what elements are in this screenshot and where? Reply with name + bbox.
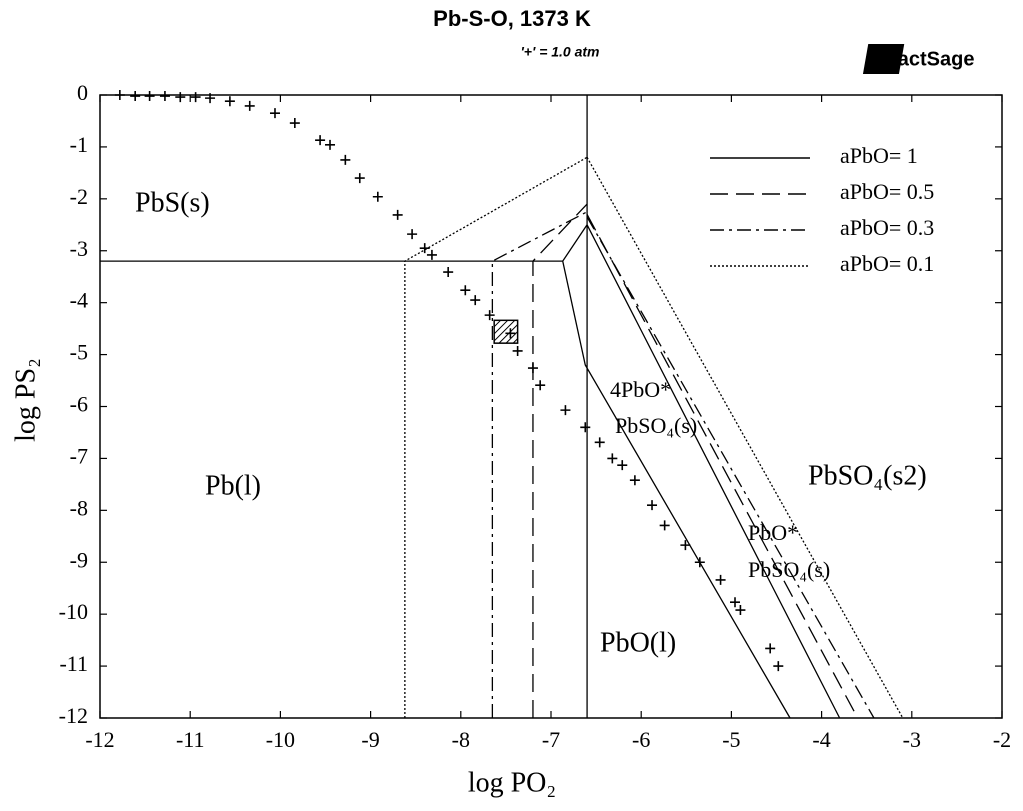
isobar-point — [144, 91, 155, 102]
isobar-point — [617, 460, 628, 471]
isobar-point — [315, 135, 326, 146]
y-tick-label: -7 — [70, 443, 88, 468]
region-label: Pb(l) — [205, 470, 261, 501]
y-tick-label: -4 — [70, 288, 88, 313]
x-tick-label: -8 — [452, 727, 470, 752]
x-axis-label: log PO₂ — [468, 767, 556, 798]
isobar-point — [647, 500, 658, 511]
isobar-point — [426, 249, 437, 260]
region-label: PbO* — [748, 520, 798, 545]
region-label: PbSO₄(s2) — [808, 460, 927, 491]
region-label: PbO(l) — [600, 627, 676, 658]
isobar-point — [680, 540, 691, 551]
x-tick-label: -10 — [266, 727, 295, 752]
isobar-point — [535, 380, 546, 391]
isobar-point — [244, 100, 255, 111]
x-tick-label: -7 — [542, 727, 560, 752]
isobar-point — [443, 267, 454, 278]
y-tick-label: -3 — [70, 236, 88, 261]
x-tick-label: -4 — [812, 727, 830, 752]
y-tick-label: -2 — [70, 184, 88, 209]
isobar-point — [460, 285, 471, 296]
isobar-point — [130, 91, 141, 102]
boundary-line — [404, 156, 904, 719]
hatched-box — [493, 319, 519, 344]
y-tick-label: -8 — [70, 495, 88, 520]
x-tick-label: -9 — [361, 727, 379, 752]
chart-title: Pb-S-O, 1373 K — [433, 6, 591, 31]
y-tick-label: -6 — [70, 392, 88, 417]
isobar-point — [735, 605, 746, 616]
region-label: PbSO₄(s) — [748, 557, 830, 582]
isobar-point — [419, 243, 430, 254]
y-tick-label: -12 — [59, 703, 88, 728]
isobar-point — [325, 139, 336, 150]
logo: FactSage — [862, 44, 975, 74]
isobar-point — [205, 93, 216, 104]
isobar-point — [765, 643, 776, 654]
y-tick-label: -10 — [59, 599, 88, 624]
isobar-point — [607, 453, 618, 464]
x-tick-label: -5 — [722, 727, 740, 752]
chart-subtitle: '+' = 1.0 atm — [520, 44, 599, 60]
logo-text: FactSage — [886, 48, 975, 70]
isobar-point — [392, 209, 403, 220]
legend-label: aPbO= 1 — [840, 143, 918, 168]
boundary-line — [100, 95, 841, 719]
isobar-point — [484, 310, 495, 321]
isobar-point — [175, 92, 186, 103]
isobar-point — [580, 422, 591, 433]
y-tick-label: -1 — [70, 132, 88, 157]
isobar-point — [560, 405, 571, 416]
isobar-point — [659, 520, 670, 531]
isobar-point — [224, 96, 235, 107]
isobar-point — [372, 191, 383, 202]
boundary-line — [532, 203, 859, 719]
region-label: PbSO₄(s) — [615, 413, 697, 438]
x-tick-label: -6 — [632, 727, 650, 752]
isobar-point — [730, 597, 741, 608]
isobar-point — [289, 118, 300, 129]
isobar-point — [340, 154, 351, 165]
x-tick-label: -12 — [85, 727, 114, 752]
isobar-point — [354, 173, 365, 184]
isobar-point — [470, 295, 481, 306]
legend-label: aPbO= 0.1 — [840, 251, 934, 276]
x-tick-label: -11 — [176, 727, 205, 752]
legend-label: aPbO= 0.5 — [840, 179, 934, 204]
isobar-point — [159, 91, 170, 102]
region-label: 4PbO* — [610, 377, 671, 402]
region-label: PbS(s) — [135, 187, 210, 218]
legend-label: aPbO= 0.3 — [840, 215, 934, 240]
isobar-point — [407, 229, 418, 240]
isobar-point — [629, 475, 640, 486]
y-tick-label: 0 — [77, 80, 88, 105]
y-axis-label: log PS₂ — [10, 358, 41, 442]
isobar-point — [773, 661, 784, 672]
isobar-point — [114, 90, 125, 100]
x-tick-label: -2 — [993, 727, 1011, 752]
isobar-point — [190, 92, 201, 103]
isobar-point — [594, 437, 605, 448]
isobar-point — [715, 574, 726, 585]
isobar-point — [694, 557, 705, 568]
isobar-point — [269, 108, 280, 119]
isobar-point — [527, 363, 538, 374]
y-tick-label: -5 — [70, 340, 88, 365]
x-tick-label: -3 — [903, 727, 921, 752]
y-tick-label: -11 — [59, 651, 88, 676]
isobar-point — [512, 345, 523, 356]
y-tick-label: -9 — [70, 547, 88, 572]
